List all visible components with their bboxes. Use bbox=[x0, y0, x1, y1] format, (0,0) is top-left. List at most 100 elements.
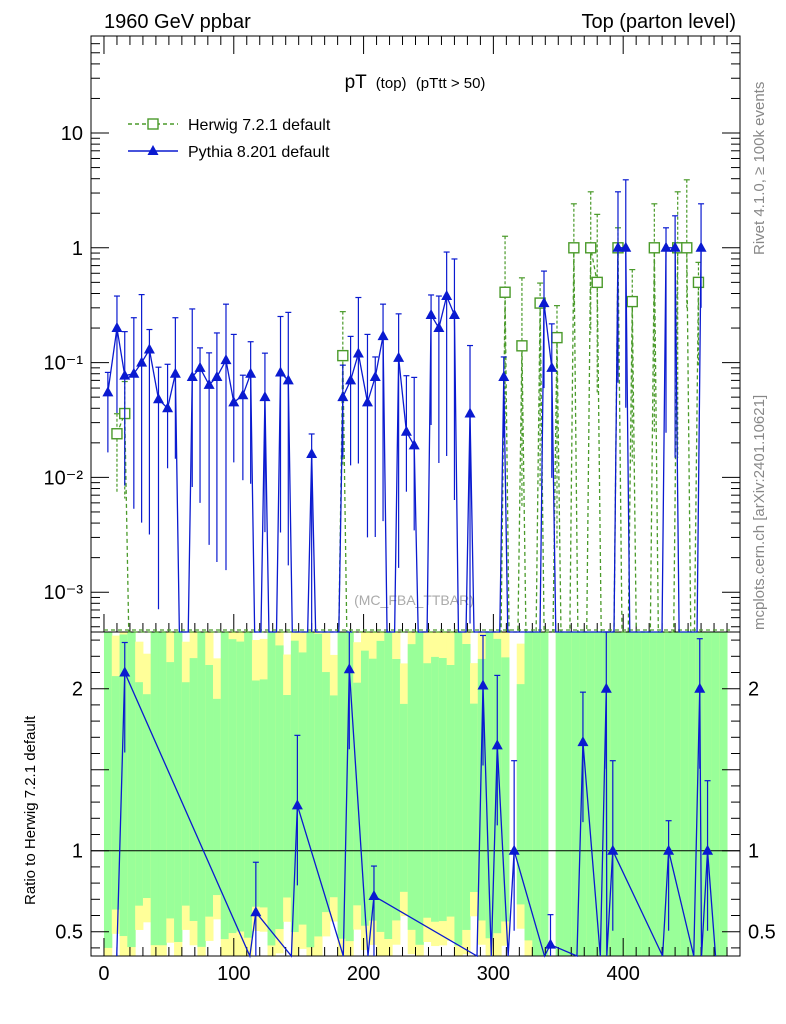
ratio-green-band bbox=[641, 632, 650, 956]
pythia-line bbox=[107, 247, 702, 633]
xtick-label: 0 bbox=[98, 963, 109, 985]
ratio-green-band bbox=[610, 632, 619, 956]
ratio-green-band bbox=[555, 632, 564, 956]
ratio-green-band bbox=[142, 694, 152, 899]
ratio-green-band bbox=[135, 682, 144, 906]
ratio-ytick-label-right: 0.5 bbox=[748, 922, 776, 944]
pythia-point bbox=[361, 396, 373, 407]
ratio-green-band bbox=[501, 657, 510, 922]
ratio-point bbox=[702, 844, 714, 855]
ratio-point bbox=[600, 682, 612, 693]
pythia-point bbox=[433, 322, 445, 333]
ratio-green-band bbox=[571, 632, 580, 956]
header-right: Top (parton level) bbox=[581, 11, 736, 33]
ratio-green-band bbox=[532, 632, 541, 956]
ratio-green-band bbox=[664, 632, 674, 956]
ratio-point bbox=[119, 666, 131, 677]
ratio-green-band bbox=[181, 682, 191, 906]
ratio-green-band bbox=[415, 632, 424, 945]
ratio-green-band bbox=[174, 632, 183, 942]
legend: Herwig 7.2.1 default Pythia 8.201 defaul… bbox=[128, 117, 331, 161]
main-ytick-label: 1 bbox=[72, 238, 83, 260]
pythia-point bbox=[695, 241, 707, 252]
ratio-green-band bbox=[290, 640, 300, 933]
ratio-axes: 0.5 0.5 1 1 2 2 bbox=[55, 639, 776, 949]
ratio-point bbox=[491, 739, 503, 750]
legend-pythia-label: Pythia 8.201 default bbox=[188, 144, 330, 161]
pythia-point bbox=[228, 396, 240, 407]
ratio-green-band bbox=[633, 632, 642, 956]
plot-title: pT (top) (pTtt > 50) bbox=[345, 72, 486, 93]
ratio-pythia-series bbox=[116, 631, 717, 959]
xtick-label: 200 bbox=[347, 963, 380, 985]
ratio-green-band bbox=[275, 645, 284, 930]
ratio-point bbox=[250, 906, 262, 917]
ratio-green-band bbox=[368, 658, 378, 921]
herwig-point bbox=[499, 286, 511, 298]
herwig-point bbox=[681, 242, 693, 254]
ratio-green-band bbox=[524, 632, 533, 941]
ratio-point bbox=[577, 736, 589, 747]
herwig-point bbox=[648, 242, 661, 254]
pythia-point bbox=[245, 367, 257, 378]
herwig-point bbox=[551, 331, 563, 344]
pythia-point bbox=[111, 322, 123, 333]
main-ytick-label: 10⁻³ bbox=[44, 582, 84, 604]
pythia-point bbox=[143, 343, 155, 354]
ratio-green-band bbox=[244, 632, 253, 938]
ratio-ylabel: Ratio to Herwig 7.2.1 default bbox=[22, 715, 39, 905]
pythia-point bbox=[669, 241, 681, 252]
ratio-ytick-label-left: 0.5 bbox=[55, 922, 83, 944]
pythia-point bbox=[282, 374, 294, 385]
ratio-point bbox=[508, 844, 520, 855]
ratio-green-band bbox=[625, 632, 635, 956]
pythia-point bbox=[352, 347, 364, 358]
ratio-point bbox=[291, 799, 303, 810]
ratio-green-band bbox=[345, 632, 354, 942]
pythia-point bbox=[128, 367, 140, 378]
pythia-point bbox=[660, 241, 672, 252]
pythia-point bbox=[220, 354, 232, 365]
mcplots-label: mcplots.cern.ch [arXiv:2401.10621] bbox=[751, 395, 768, 630]
title-cut: (pTtt > 50) bbox=[416, 75, 486, 92]
ratio-green-band bbox=[337, 632, 346, 939]
ratio-green-band bbox=[236, 641, 245, 932]
ratio-green-band bbox=[485, 632, 494, 939]
xtick-label: 300 bbox=[477, 963, 510, 985]
ratio-green-band bbox=[111, 676, 121, 910]
herwig-point bbox=[337, 349, 349, 362]
pythia-point bbox=[393, 351, 405, 362]
ratio-green-band bbox=[251, 680, 261, 907]
ratio-green-band bbox=[322, 672, 331, 913]
pythia-point bbox=[237, 389, 249, 400]
pythia-point bbox=[546, 361, 558, 372]
pythia-point bbox=[498, 370, 510, 381]
ratio-green-band bbox=[213, 698, 222, 896]
herwig-point bbox=[568, 242, 580, 254]
ratio-point bbox=[368, 890, 380, 901]
pythia-point bbox=[345, 374, 357, 385]
x-axis: 0 100 200 300 400 bbox=[98, 36, 728, 985]
main-axes: 10⁻³ 10⁻² 10⁻¹ 1 10 bbox=[44, 35, 740, 628]
main-ytick-label: 10 bbox=[61, 123, 83, 145]
ratio-green-band bbox=[392, 659, 401, 921]
ratio-ytick-label-left: 1 bbox=[72, 841, 83, 863]
ratio-green-band bbox=[166, 662, 175, 919]
ratio-green-band bbox=[649, 632, 658, 956]
ratio-green-band bbox=[189, 658, 198, 921]
header-left: 1960 GeV ppbar bbox=[104, 11, 251, 33]
pythia-point bbox=[620, 241, 632, 252]
ratio-green-band bbox=[127, 632, 136, 948]
pythia-point bbox=[194, 361, 206, 372]
ratio-green-band bbox=[314, 633, 323, 937]
ratio-green-band bbox=[360, 650, 370, 926]
title-main: pT bbox=[345, 72, 368, 93]
pythia-point bbox=[612, 241, 624, 252]
ratio-green-band bbox=[399, 703, 409, 892]
pythia-point bbox=[136, 356, 148, 367]
ratio-green-band bbox=[205, 664, 214, 917]
pythia-point bbox=[162, 402, 174, 413]
pythia-point bbox=[152, 393, 164, 404]
ratio-green-band bbox=[540, 632, 549, 956]
